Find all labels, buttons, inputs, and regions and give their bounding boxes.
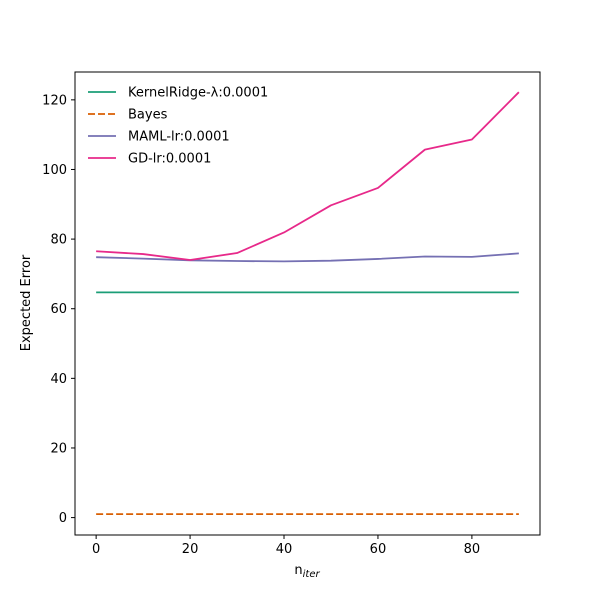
x-tick-label: 80 <box>464 542 481 557</box>
legend-label: Bayes <box>128 108 168 123</box>
x-axis-label: niter <box>294 563 320 580</box>
x-axis-label-main: n <box>294 563 302 578</box>
y-tick-label: 120 <box>42 93 67 108</box>
y-tick-label: 0 <box>59 511 67 526</box>
x-axis-label-subscript: iter <box>303 569 321 580</box>
legend-label: MAML-lr:0.0001 <box>128 130 230 145</box>
legend-label: GD-lr:0.0001 <box>128 152 211 167</box>
legend: KernelRidge-λ:0.0001 Bayes MAML-lr:0.0001 G… <box>88 86 268 167</box>
series-line-2 <box>96 252 519 263</box>
y-tick-label: 20 <box>50 441 67 456</box>
y-axis-label: Expected Error <box>19 254 34 351</box>
plot-lines <box>96 91 520 516</box>
x-tick-label: 60 <box>370 542 387 557</box>
y-tick-label: 80 <box>50 233 67 248</box>
x-tick-label: 40 <box>276 542 293 557</box>
y-tick-label: 40 <box>50 372 67 387</box>
legend-label: KernelRidge-λ:0.0001 <box>128 86 268 101</box>
y-axis: 0 20 40 60 80 100 120 <box>42 93 75 526</box>
x-tick-label: 20 <box>182 542 199 557</box>
x-axis: 0 20 40 60 80 <box>92 535 480 557</box>
x-tick-label: 0 <box>92 542 100 557</box>
plot-frame <box>74 71 541 536</box>
y-tick-label: 100 <box>42 163 67 178</box>
series-line-3 <box>96 91 520 261</box>
y-tick-label: 60 <box>50 302 67 317</box>
